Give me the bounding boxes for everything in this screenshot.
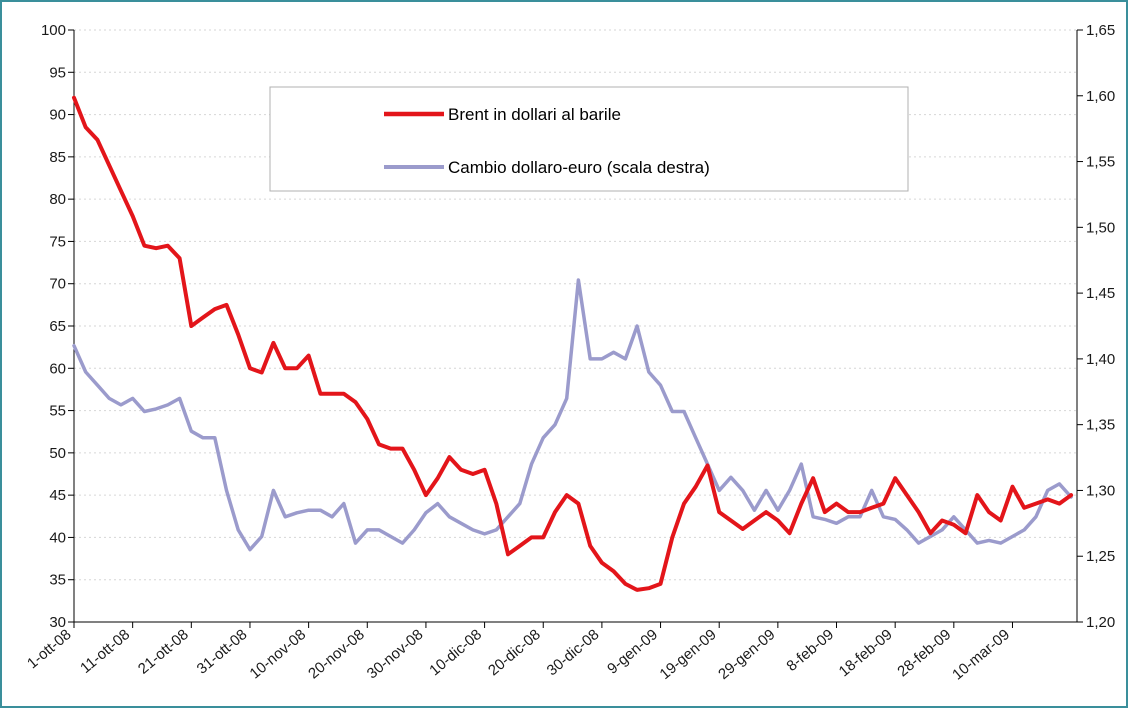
x-axis-ticks: 1-ott-08 11-ott-08 21-ott-08 31-ott-0810-no… <box>24 626 1013 684</box>
x-tick-label: 20-nov-08 <box>305 626 368 682</box>
x-tick-label: 19-gen-09 <box>656 626 719 683</box>
x-tick-label: 31-ott-08 <box>194 626 251 678</box>
y-right-tick-label: 1,50 <box>1086 219 1115 236</box>
y-left-tick-label: 55 <box>49 403 66 420</box>
x-tick-label: 8-feb-09 <box>783 626 837 675</box>
y-left-tick-label: 85 <box>49 149 66 166</box>
axes <box>68 29 1083 628</box>
y-left-tick-label: 70 <box>49 276 66 293</box>
series-line-cambio <box>72 278 1073 552</box>
x-tick-label: 10-dic-08 <box>426 626 485 679</box>
y-left-tick-label: 35 <box>49 572 66 589</box>
y-left-tick-label: 95 <box>49 64 66 81</box>
y-axis-left-ticks: 30 35 40 45 50 55 60 65 70 75 80 85 90 95 100 <box>41 22 66 631</box>
y-left-tick-label: 75 <box>49 233 66 250</box>
x-tick-label: 29-gen-09 <box>715 626 778 683</box>
y-right-tick-label: 1,25 <box>1086 548 1115 565</box>
y-axis-right-ticks: 1,20 1,25 1,30 1,35 1,40 1,45 1,50 1,55 1,60 1,65 <box>1086 22 1115 631</box>
y-left-tick-label: 90 <box>49 107 66 124</box>
x-tick-label: 21-ott-08 <box>135 626 192 678</box>
y-right-tick-label: 1,65 <box>1086 22 1115 39</box>
x-tick-label: 11-ott-08 <box>77 626 133 677</box>
legend-label-brent: Brent in dollari al barile <box>448 105 621 124</box>
y-left-tick-label: 80 <box>49 191 66 208</box>
legend: Brent in dollari al barile Cambio dollar… <box>269 86 909 192</box>
y-left-tick-label: 100 <box>41 22 66 39</box>
y-right-tick-label: 1,40 <box>1086 351 1115 368</box>
series-line-brent <box>72 95 1074 592</box>
y-left-tick-label: 45 <box>49 487 66 504</box>
y-right-tick-label: 1,20 <box>1086 614 1115 631</box>
y-right-tick-label: 1,35 <box>1086 417 1115 434</box>
x-tick-label: 30-nov-08 <box>364 626 427 682</box>
y-left-tick-label: 60 <box>49 360 66 377</box>
y-left-tick-label: 65 <box>49 318 66 335</box>
series-lines <box>72 95 1074 592</box>
y-left-tick-label: 50 <box>49 445 66 462</box>
x-tick-label: 10-nov-08 <box>247 626 310 682</box>
x-tick-label: 28-feb-09 <box>894 626 954 680</box>
x-tick-label: 18-feb-09 <box>836 626 896 680</box>
legend-label-cambio: Cambio dollaro-euro (scala destra) <box>448 158 710 177</box>
y-right-tick-label: 1,30 <box>1086 482 1115 499</box>
y-left-tick-label: 40 <box>49 529 66 546</box>
y-right-tick-label: 1,45 <box>1086 285 1115 302</box>
y-right-tick-label: 1,55 <box>1086 154 1115 171</box>
y-right-tick-label: 1,60 <box>1086 88 1115 105</box>
x-tick-label: 1-ott-08 <box>24 626 75 672</box>
x-tick-label: 30-dic-08 <box>544 626 603 679</box>
x-tick-label: 10-mar-09 <box>949 626 1013 684</box>
legend-box <box>269 86 909 192</box>
y-left-tick-label: 30 <box>49 614 66 631</box>
x-tick-label: 9-gen-09 <box>604 626 661 678</box>
x-tick-label: 20-dic-08 <box>485 626 544 679</box>
